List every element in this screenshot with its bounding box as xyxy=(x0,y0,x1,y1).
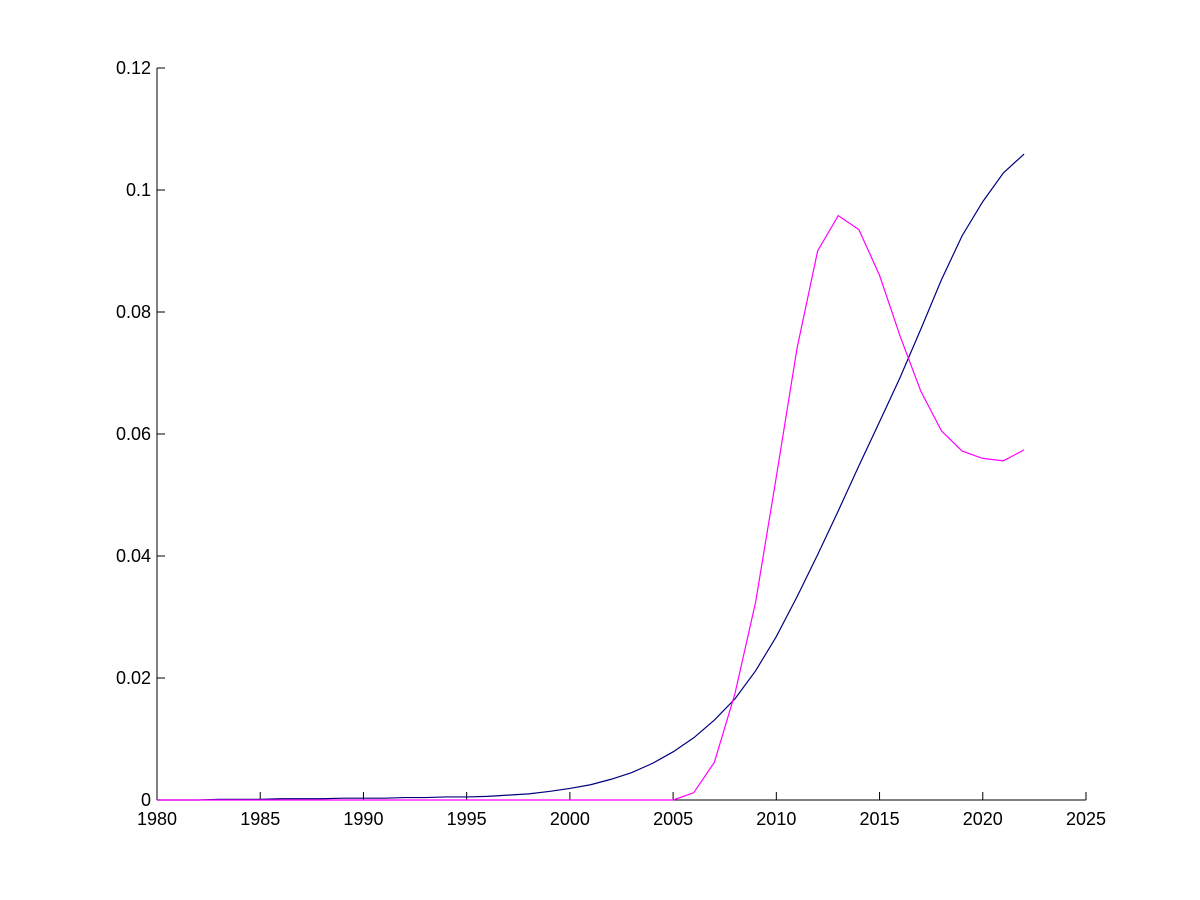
series-line xyxy=(157,153,1025,801)
x-tick-label: 2010 xyxy=(756,809,796,829)
series-line xyxy=(157,214,1025,801)
y-tick-label: 0.02 xyxy=(116,668,151,688)
x-tick-label: 1980 xyxy=(137,809,177,829)
y-tick-label: 0.06 xyxy=(116,424,151,444)
y-tick-label: 0.04 xyxy=(116,546,151,566)
x-tick-label: 1990 xyxy=(343,809,383,829)
x-tick-label: 2005 xyxy=(653,809,693,829)
y-tick-label: 0.12 xyxy=(116,58,151,78)
x-tick-label: 1985 xyxy=(240,809,280,829)
y-tick-label: 0 xyxy=(141,790,151,810)
x-tick-label: 2025 xyxy=(1066,809,1106,829)
x-tick-label: 2020 xyxy=(963,809,1003,829)
y-tick-label: 0.1 xyxy=(126,180,151,200)
x-tick-label: 2015 xyxy=(860,809,900,829)
x-tick-label: 1995 xyxy=(447,809,487,829)
y-tick-label: 0.08 xyxy=(116,302,151,322)
plot-area xyxy=(157,68,1086,800)
x-tick-label: 2000 xyxy=(550,809,590,829)
